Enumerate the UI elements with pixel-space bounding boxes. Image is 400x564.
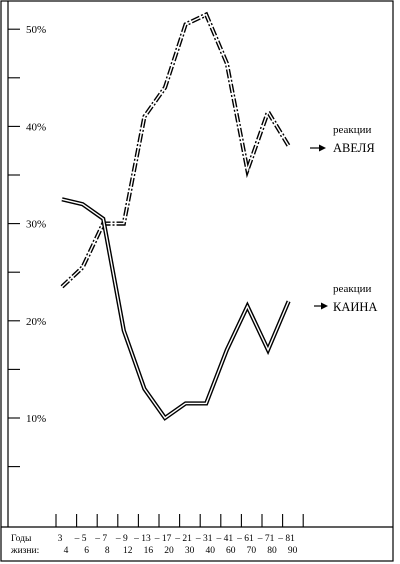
x-tick-label-top: – 31 xyxy=(195,534,213,544)
x-tick-label-bottom: 6 xyxy=(84,546,89,556)
x-tick-label-top: – 21 xyxy=(174,534,192,544)
x-tick-label-bottom: 90 xyxy=(288,546,298,556)
arrow-head-abel-icon xyxy=(319,144,326,152)
x-tick-label-top: – 61 xyxy=(236,534,254,544)
y-tick-label: 20% xyxy=(26,316,46,328)
x-tick-label-top: – 81 xyxy=(277,534,295,544)
series-layer xyxy=(60,11,291,421)
series-line-1 xyxy=(61,197,291,421)
x-tick-label-bottom: 8 xyxy=(105,546,110,556)
x-tick-label-bottom: 4 xyxy=(64,546,69,556)
y-tick-label: 30% xyxy=(26,219,46,231)
x-tick-label-top: – 71 xyxy=(257,534,275,544)
x-tick-label-top: – 5 xyxy=(74,534,87,544)
x-tick-label-bottom: 40 xyxy=(205,546,215,556)
x-tick-label-bottom: 12 xyxy=(123,546,133,556)
x-tick-label-top: – 41 xyxy=(215,534,233,544)
series-name-cain: КАИНА xyxy=(333,300,377,314)
x-tick-label-top: – 9 xyxy=(115,534,128,544)
series-line-core-0 xyxy=(61,13,290,288)
x-tick-label-bottom: 70 xyxy=(247,546,257,556)
y-tick-label: 10% xyxy=(26,413,46,425)
series-prefix-cain: реакции xyxy=(333,283,372,295)
series-label-cain: реакции КАИНА xyxy=(314,283,377,314)
series-name-abel: АВЕЛЯ xyxy=(333,141,375,155)
x-tick-label-bottom: 60 xyxy=(226,546,236,556)
x-tick-label-top: – 7 xyxy=(94,534,107,544)
y-tick-label: 40% xyxy=(26,121,46,133)
x-tick-label-bottom: 80 xyxy=(267,546,277,556)
series-label-abel: реакции АВЕЛЯ xyxy=(310,124,375,155)
x-tick-label-top: – 13 xyxy=(133,534,151,544)
y-tick-label: 50% xyxy=(26,24,46,36)
x-tick-label-bottom: 30 xyxy=(185,546,195,556)
x-ticks: 3 – 5 – 7 – 9 – 13– 17– 21– 31– 41– 61– 71– … xyxy=(55,514,304,556)
x-tick-label-bottom: 16 xyxy=(144,546,154,556)
x-tick-label-top: – 17 xyxy=(154,534,172,544)
x-axis-label-line1: Годы xyxy=(11,534,32,544)
x-tick-label-bottom: 20 xyxy=(164,546,174,556)
x-axis-label-line2: жизни: xyxy=(10,546,39,556)
series-prefix-abel: реакции xyxy=(333,124,372,136)
series-line-core-1 xyxy=(61,198,290,419)
x-tick-label-top: 3 xyxy=(58,534,63,544)
y-ticks: 10% 20% 30% 40% 50% xyxy=(8,24,46,468)
arrow-head-cain-icon xyxy=(321,302,328,310)
